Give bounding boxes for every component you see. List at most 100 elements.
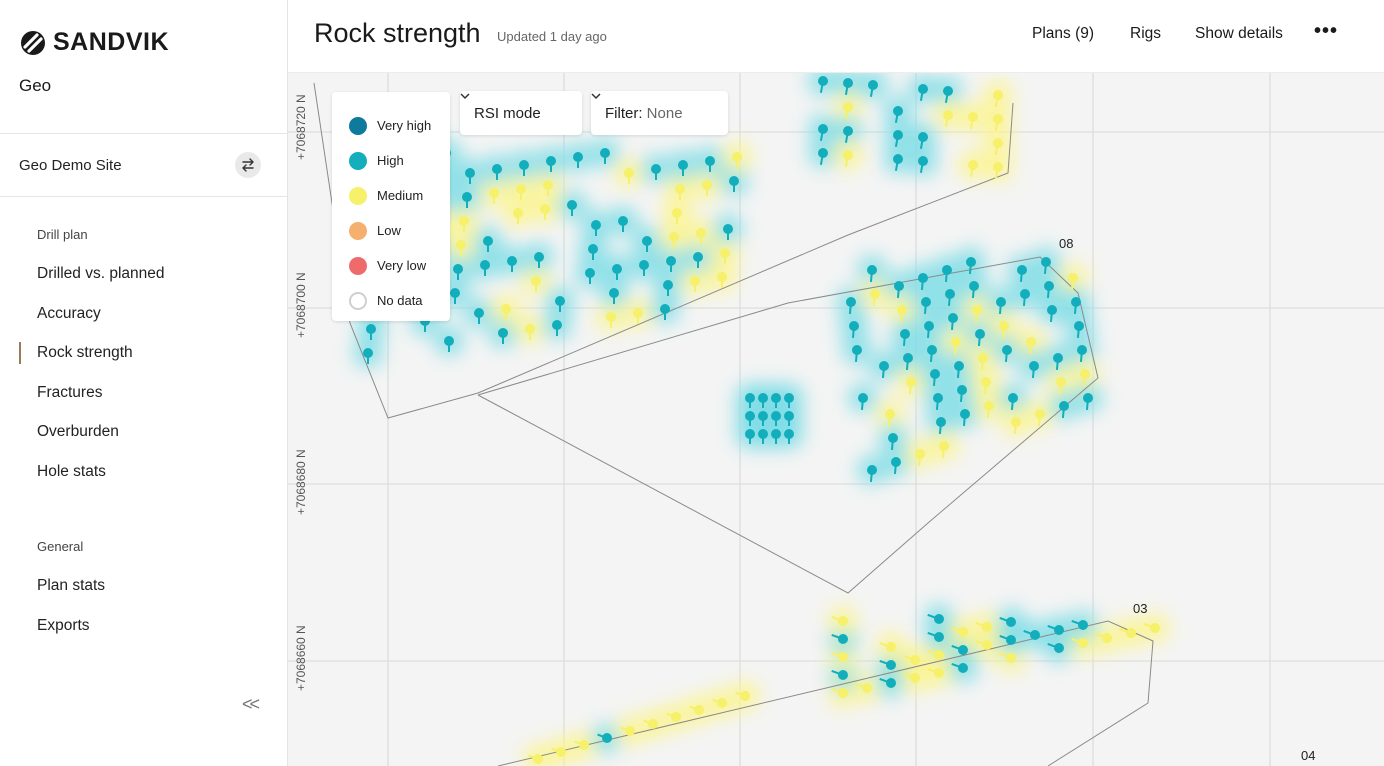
drill-hole[interactable] [784,393,794,408]
drill-hole[interactable] [978,353,988,371]
drill-hole[interactable] [672,208,682,224]
drill-hole[interactable] [546,156,556,172]
drill-hole[interactable] [943,110,953,127]
drill-hole[interactable] [939,441,949,459]
drill-hole[interactable] [771,411,781,426]
map-view[interactable]: +7068720 N +7068700 N +7068680 N +706866… [288,73,1384,766]
drill-hole[interactable] [996,297,1006,315]
drill-hole[interactable] [543,180,553,196]
drill-hole[interactable] [1095,632,1112,643]
drill-hole[interactable] [891,457,901,475]
drill-hole[interactable] [1080,369,1090,387]
drill-hole[interactable] [459,216,469,232]
drill-hole[interactable] [567,200,577,216]
drill-hole[interactable] [507,256,517,272]
drill-hole[interactable] [633,308,643,324]
drill-hole[interactable] [666,256,676,272]
drill-hole[interactable] [888,433,898,451]
drill-hole[interactable] [453,264,463,280]
drill-hole[interactable] [498,328,508,344]
more-options-button[interactable]: ••• [1314,20,1339,42]
drill-hole[interactable] [651,164,661,180]
drill-hole[interactable] [618,216,628,232]
drill-hole[interactable] [993,90,1003,107]
drill-hole[interactable] [846,297,856,315]
drill-hole[interactable] [993,162,1003,179]
drill-hole[interactable] [516,184,526,200]
drill-hole[interactable] [669,232,679,248]
drill-hole[interactable] [450,288,460,304]
drill-hole[interactable] [574,740,589,750]
drill-hole[interactable] [678,160,688,176]
drill-hole[interactable] [924,321,934,339]
drill-hole[interactable] [643,719,658,729]
drill-hole[interactable] [660,304,670,320]
drill-hole[interactable] [492,164,502,180]
drill-hole[interactable] [951,662,968,673]
drill-hole[interactable] [831,687,848,698]
drill-hole[interactable] [1044,281,1054,299]
drill-hole[interactable] [879,659,896,670]
drill-hole[interactable] [705,156,715,172]
drill-hole[interactable] [903,654,920,665]
drill-hole[interactable] [818,148,828,165]
drill-hole[interactable] [1077,345,1087,363]
plan-label-04[interactable]: 04 [1301,748,1316,763]
drill-hole[interactable] [936,417,946,435]
drill-hole[interactable] [981,377,991,395]
drill-hole[interactable] [818,124,828,141]
drill-hole[interactable] [927,613,944,624]
drill-hole[interactable] [867,265,877,283]
nav-item-accuracy[interactable]: Accuracy [37,305,101,322]
drill-hole[interactable] [363,348,373,364]
drill-hole[interactable] [893,130,903,147]
drill-hole[interactable] [784,411,794,426]
drill-hole[interactable] [1047,624,1064,635]
drill-hole[interactable] [948,313,958,331]
drill-hole[interactable] [993,114,1003,131]
drill-hole[interactable] [462,192,472,208]
site-selector[interactable]: Geo Demo Site [19,150,261,180]
drill-hole[interactable] [903,353,913,371]
drill-hole[interactable] [600,148,610,164]
drill-hole[interactable] [1059,401,1069,419]
drill-hole[interactable] [642,236,652,252]
drill-hole[interactable] [930,369,940,387]
drill-hole[interactable] [915,449,925,467]
drill-hole[interactable] [893,154,903,171]
drill-hole[interactable] [366,324,376,340]
drill-hole[interactable] [831,615,848,626]
drill-hole[interactable] [849,321,859,339]
drill-hole[interactable] [771,429,781,444]
drill-hole[interactable] [552,320,562,336]
drill-hole[interactable] [1083,393,1093,411]
drill-hole[interactable] [735,691,750,701]
nav-item-exports[interactable]: Exports [37,617,90,634]
drill-hole[interactable] [951,644,968,655]
drill-hole[interactable] [501,304,511,320]
drill-hole[interactable] [975,621,992,632]
map-canvas[interactable] [288,73,1384,766]
drill-hole[interactable] [620,726,635,736]
drill-hole[interactable] [951,337,961,355]
drill-hole[interactable] [831,633,848,644]
drill-hole[interactable] [843,150,853,167]
drill-hole[interactable] [639,260,649,276]
drill-hole[interactable] [945,289,955,307]
drill-hole[interactable] [1026,337,1036,355]
plans-link[interactable]: Plans (9) [1032,25,1095,42]
drill-hole[interactable] [927,631,944,642]
drill-hole[interactable] [818,76,828,93]
drill-hole[interactable] [717,272,727,288]
drill-hole[interactable] [693,252,703,268]
drill-hole[interactable] [975,639,992,650]
drill-hole[interactable] [867,465,877,483]
drill-hole[interactable] [968,160,978,177]
drill-hole[interactable] [999,321,1009,339]
drill-hole[interactable] [1011,417,1021,435]
drill-hole[interactable] [831,669,848,680]
drill-hole[interactable] [927,667,944,678]
drill-hole[interactable] [745,429,755,444]
drill-hole[interactable] [597,733,612,743]
drill-hole[interactable] [918,84,928,101]
